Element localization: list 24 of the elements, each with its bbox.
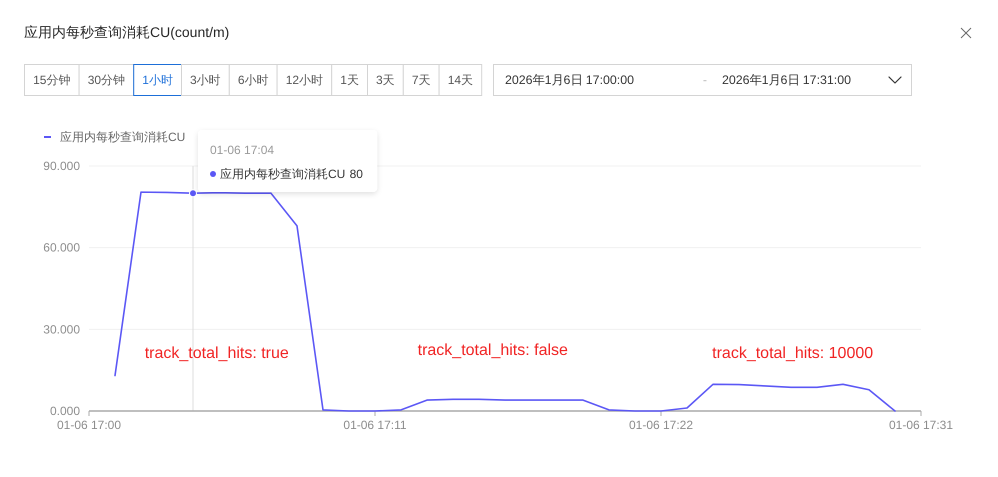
time-range-button: 6小时 (228, 64, 278, 96)
time-range-button: 3天 (367, 64, 404, 96)
time-range-button: 3小时 (181, 64, 230, 96)
annotation: track_total_hits: true (144, 345, 289, 362)
date-range-field: 2026年1月6日 17:00:00 - 2026年1月6日 17:31:00 (493, 64, 912, 96)
time-range-button: 7天 (402, 64, 440, 96)
legend-label: 应用内每秒查询消耗CU (60, 130, 186, 144)
y-tick-label: 60.000 (43, 240, 80, 255)
time-range-button: 1小时 (133, 64, 182, 96)
y-tick-label: 90.000 (43, 159, 80, 173)
x-tick-label: 01-06 17:11 (343, 418, 407, 432)
x-tick-label: 01-06 17:31 (888, 418, 954, 432)
time-range-button: 1天 (331, 64, 368, 96)
annotation: track_total_hits: 10000 (712, 345, 874, 362)
time-range-button: 14天 (438, 64, 482, 96)
x-tick-label: 01-06 17:22 (628, 418, 694, 432)
time-range-button: 30分钟 (78, 64, 134, 96)
time-range-button: 12小时 (276, 64, 332, 96)
x-tick-label: 01-06 17:00 (56, 418, 122, 432)
chart-title: 应用内每秒查询消耗CU(count/m) (24, 24, 230, 40)
y-tick-label: 30.000 (43, 322, 80, 336)
annotation: track_total_hits: false (418, 342, 568, 359)
time-range-button: 15分钟 (24, 64, 80, 96)
y-tick-label: 0.000 (50, 404, 80, 418)
